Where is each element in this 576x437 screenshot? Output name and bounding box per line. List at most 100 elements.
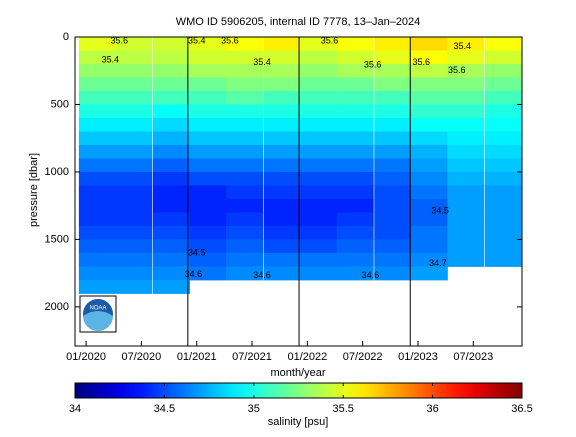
colorbar-tick-label: 34 <box>69 403 81 415</box>
cell <box>226 131 264 146</box>
cell <box>300 131 338 146</box>
cell <box>78 77 116 92</box>
cell <box>410 50 448 65</box>
x-tick-label: 07/2022 <box>343 351 383 363</box>
cell <box>153 225 191 240</box>
cell <box>189 104 227 119</box>
cell <box>300 266 338 281</box>
cell <box>374 104 412 119</box>
cell <box>78 171 116 186</box>
cell <box>447 117 485 132</box>
cell <box>115 198 153 213</box>
cell <box>374 90 412 105</box>
cell <box>226 171 264 186</box>
cell <box>484 225 522 240</box>
cell <box>78 144 116 159</box>
cell <box>226 104 264 119</box>
cell <box>336 90 374 105</box>
x-tick-label: 01/2023 <box>398 351 438 363</box>
cell <box>78 117 116 132</box>
cell <box>78 50 116 65</box>
cell <box>410 63 448 78</box>
cell <box>189 37 227 51</box>
cell <box>189 50 227 65</box>
cell <box>300 171 338 186</box>
cell <box>189 239 227 254</box>
cell <box>263 185 301 200</box>
cell <box>374 171 412 186</box>
cell <box>263 198 301 213</box>
cell <box>115 279 153 294</box>
cell <box>78 212 116 227</box>
cell <box>226 198 264 213</box>
cell <box>153 266 191 281</box>
cell <box>336 63 374 78</box>
cell <box>263 266 301 281</box>
cell <box>263 37 301 51</box>
cell <box>153 185 191 200</box>
cell <box>78 185 116 200</box>
x-tick-label: 01/2020 <box>66 351 106 363</box>
cell <box>484 171 522 186</box>
contour-label: 34.5 <box>188 247 206 257</box>
colorbar-tick-label: 36 <box>426 403 438 415</box>
cell <box>336 50 374 65</box>
cell <box>336 212 374 227</box>
cell <box>447 131 485 146</box>
cell <box>189 77 227 92</box>
cell <box>153 198 191 213</box>
cell <box>189 266 227 281</box>
cell <box>153 104 191 119</box>
cell <box>115 90 153 105</box>
contour-label: 35.6 <box>321 35 339 45</box>
cell <box>447 225 485 240</box>
cell <box>410 171 448 186</box>
cell <box>484 252 522 267</box>
cell <box>115 171 153 186</box>
cell <box>263 239 301 254</box>
cell <box>484 63 522 78</box>
cell <box>374 117 412 132</box>
cell <box>153 37 191 51</box>
cell <box>336 104 374 119</box>
cell <box>374 185 412 200</box>
cell <box>153 239 191 254</box>
cell <box>263 158 301 173</box>
cell <box>447 171 485 186</box>
cell <box>300 37 338 51</box>
cell <box>410 266 448 281</box>
cell <box>78 131 116 146</box>
cell <box>226 63 264 78</box>
cell <box>410 225 448 240</box>
cell <box>115 104 153 119</box>
cell <box>189 131 227 146</box>
x-tick-label: 01/2022 <box>287 351 327 363</box>
contour-label: 35.4 <box>102 54 120 64</box>
cell <box>484 212 522 227</box>
cell <box>226 77 264 92</box>
cell <box>447 50 485 65</box>
cell <box>226 158 264 173</box>
cell <box>336 37 374 51</box>
cell <box>153 144 191 159</box>
cell <box>300 117 338 132</box>
cell <box>374 37 412 51</box>
colorbar-tick-label: 35 <box>248 403 260 415</box>
cell <box>226 239 264 254</box>
cell <box>115 144 153 159</box>
cell <box>447 77 485 92</box>
cell <box>78 225 116 240</box>
cell <box>263 144 301 159</box>
cell <box>300 144 338 159</box>
cell <box>115 63 153 78</box>
x-tick-label: 07/2023 <box>453 351 493 363</box>
cell <box>153 131 191 146</box>
cell <box>226 212 264 227</box>
cell <box>374 266 412 281</box>
contour-label: 34.6 <box>362 270 380 280</box>
cell <box>115 117 153 132</box>
cell <box>484 37 522 51</box>
cell <box>226 90 264 105</box>
cell <box>153 63 191 78</box>
cell <box>263 212 301 227</box>
